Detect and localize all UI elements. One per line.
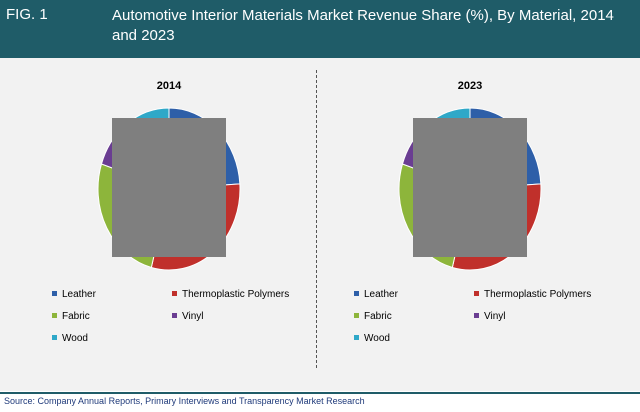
legend-label: Leather [62,289,96,300]
legend-swatch [474,290,479,296]
legend-label: Vinyl [484,311,506,322]
chart-title-2023: 2023 [457,80,483,92]
legend-swatch [52,290,57,296]
legend-label: Fabric [62,311,90,322]
legend-item-wood: Wood [52,333,88,345]
legend-label: Wood [364,333,390,344]
figure-header: FIG. 1 Automotive Interior Materials Mar… [0,0,640,58]
figure-title: Automotive Interior Materials Market Rev… [112,7,614,44]
legend-swatch [172,312,177,318]
legend-swatch [354,312,359,318]
chart-title-2014: 2014 [156,80,182,92]
footer-rule [0,392,640,394]
legend-item-vinyl: Vinyl [474,311,506,323]
legend-swatch [354,290,359,296]
legend-swatch [52,334,57,340]
legend-label: Leather [364,289,398,300]
legend-label: Wood [62,333,88,344]
legend-item-thermoplastic-polymers: Thermoplastic Polymers [172,289,289,301]
legend-swatch [172,290,177,296]
legend-item-vinyl: Vinyl [172,311,204,323]
obscuring-box-2014 [112,118,226,257]
legend-label: Vinyl [182,311,204,322]
legend-item-leather: Leather [354,289,398,301]
legend-item-thermoplastic-polymers: Thermoplastic Polymers [474,289,591,301]
legend-swatch [52,312,57,318]
source-note: Source: Company Annual Reports, Primary … [4,396,365,406]
obscuring-box-2023 [413,118,527,257]
chart-panel [0,58,640,391]
legend-label: Fabric [364,311,392,322]
legend-item-fabric: Fabric [52,311,90,323]
legend-label: Thermoplastic Polymers [484,289,592,300]
figure-number: FIG. 1 [6,6,48,23]
legend-swatch [474,312,479,318]
legend-item-leather: Leather [52,289,96,301]
legend-label: Thermoplastic Polymers [182,289,290,300]
legend-item-wood: Wood [354,333,390,345]
legend-item-fabric: Fabric [354,311,392,323]
legend-swatch [354,334,359,340]
panel-divider [316,70,317,368]
